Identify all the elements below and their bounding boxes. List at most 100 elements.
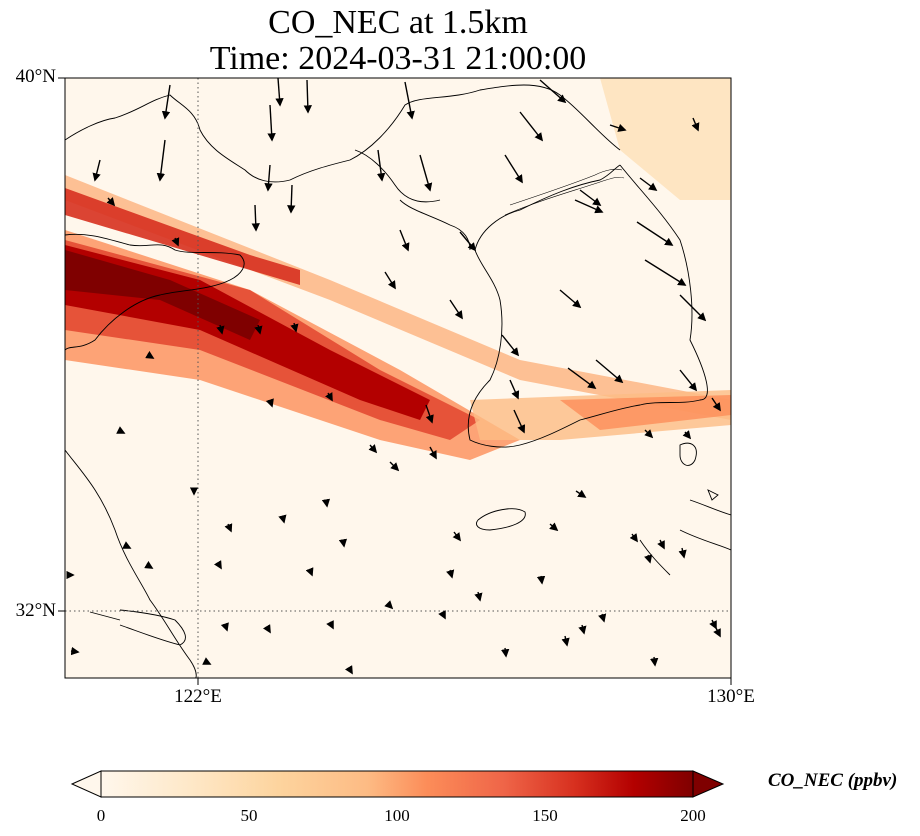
colorbar-label: CO_NEC (ppbv) bbox=[768, 770, 898, 791]
wind-arrow bbox=[501, 334, 520, 357]
wind-arrow bbox=[278, 514, 287, 524]
wind-arrow bbox=[500, 647, 510, 658]
wind-arrow bbox=[262, 624, 271, 634]
wind-arrow bbox=[389, 461, 400, 472]
wind-arrow bbox=[519, 111, 544, 142]
colorbar-tick-200: 200 bbox=[680, 806, 706, 825]
wind-arrow bbox=[644, 429, 654, 439]
wind-arrow bbox=[399, 229, 410, 252]
map-panel bbox=[58, 77, 732, 685]
colorbar-gradient bbox=[100, 770, 694, 798]
wind-arrow bbox=[474, 591, 483, 602]
wind-arrow bbox=[679, 369, 698, 392]
wind-arrow bbox=[536, 575, 546, 585]
wind-arrow bbox=[595, 359, 624, 384]
wind-arrow bbox=[220, 622, 229, 632]
wind-arrow bbox=[449, 299, 463, 320]
wind-arrow bbox=[251, 204, 260, 232]
wind-arrow bbox=[325, 392, 333, 402]
wind-arrow bbox=[384, 271, 396, 290]
wind-arrow bbox=[574, 199, 604, 214]
wind-arrow bbox=[504, 154, 523, 184]
wind-arrow bbox=[438, 610, 446, 620]
map-title-line2: Time: 2024-03-31 21:00:00 bbox=[209, 40, 587, 77]
wind-arrow bbox=[321, 498, 331, 508]
wind-arrow bbox=[404, 81, 415, 120]
colorbar bbox=[70, 770, 725, 798]
wind-arrow bbox=[629, 533, 638, 543]
wind-arrow bbox=[657, 539, 665, 550]
wind-arrow bbox=[376, 149, 386, 182]
wind-arrow bbox=[70, 646, 80, 656]
wind-arrow bbox=[539, 79, 567, 104]
wind-arrow bbox=[711, 397, 721, 412]
wind-arrow bbox=[636, 221, 674, 246]
wind-arrow bbox=[267, 104, 276, 142]
lat-label-40n: 40°N bbox=[15, 66, 56, 87]
wind-arrow bbox=[161, 84, 171, 120]
colorbar-tick-50: 50 bbox=[240, 806, 258, 825]
wind-arrow bbox=[305, 567, 314, 577]
wind-arrow bbox=[275, 78, 284, 107]
wind-arrow bbox=[567, 367, 597, 389]
wind-arrow bbox=[598, 613, 607, 623]
wind-arrow bbox=[713, 627, 721, 638]
lon-label-130e: 130°E bbox=[707, 686, 755, 707]
wind-arrow bbox=[682, 430, 692, 440]
lon-label-122e: 122°E bbox=[174, 686, 222, 707]
wind-arrow bbox=[575, 489, 587, 498]
wind-arrow bbox=[92, 159, 101, 182]
map-title-line1: CO_NEC at 1.5km bbox=[268, 4, 528, 41]
wind-arrow bbox=[338, 538, 348, 548]
wind-arrow bbox=[264, 164, 273, 192]
colorbar-extend-max bbox=[692, 770, 725, 798]
plume-east-core bbox=[560, 395, 731, 430]
wind-arrow bbox=[644, 554, 653, 564]
wind-arrow bbox=[290, 322, 299, 333]
coastlines bbox=[65, 84, 731, 678]
wind-arrow bbox=[509, 379, 520, 400]
wind-arrow bbox=[579, 189, 602, 207]
wind-arrow bbox=[145, 350, 155, 359]
colorbar-extend-min bbox=[70, 770, 102, 798]
wind-arrow bbox=[513, 409, 526, 434]
wind-arrow bbox=[459, 231, 477, 252]
wind-arrow bbox=[384, 600, 394, 610]
wind-arrow bbox=[561, 635, 570, 647]
wind-arrow bbox=[122, 541, 132, 549]
colorbar-tick-100: 100 bbox=[384, 806, 410, 825]
wind-arrow bbox=[202, 657, 212, 665]
wind-arrow bbox=[216, 324, 225, 335]
wind-vector-field bbox=[66, 78, 721, 675]
wind-arrow bbox=[419, 154, 433, 192]
wind-arrow bbox=[224, 523, 233, 533]
plume-main-peak bbox=[65, 250, 260, 340]
wind-arrow bbox=[425, 404, 434, 424]
wind-arrow bbox=[649, 656, 659, 667]
wind-arrow bbox=[678, 547, 687, 559]
wind-arrow bbox=[446, 569, 455, 579]
wind-arrow bbox=[156, 139, 166, 182]
wind-arrow bbox=[709, 619, 717, 630]
wind-arrow bbox=[549, 522, 559, 532]
wind-arrow bbox=[287, 184, 296, 214]
plume-north-haze bbox=[600, 78, 731, 200]
plume-upper-core bbox=[65, 188, 300, 285]
wind-arrow bbox=[368, 444, 378, 454]
wind-arrow bbox=[213, 560, 222, 570]
colorbar-tick-150: 150 bbox=[532, 806, 558, 825]
colorbar-tick-0: 0 bbox=[96, 806, 106, 825]
wind-arrow bbox=[679, 294, 707, 322]
wind-arrow bbox=[254, 324, 263, 335]
wind-arrow bbox=[326, 620, 334, 630]
wind-arrow bbox=[144, 560, 154, 569]
wind-arrow bbox=[265, 398, 274, 408]
wind-arrow bbox=[171, 237, 180, 247]
wind-arrow bbox=[559, 289, 582, 309]
wind-arrow bbox=[106, 197, 116, 207]
wind-arrow bbox=[303, 79, 312, 114]
lat-label-32n: 32°N bbox=[15, 600, 56, 621]
wind-arrow bbox=[429, 446, 437, 460]
wind-arrow bbox=[116, 426, 126, 434]
wind-arrow bbox=[578, 624, 587, 635]
